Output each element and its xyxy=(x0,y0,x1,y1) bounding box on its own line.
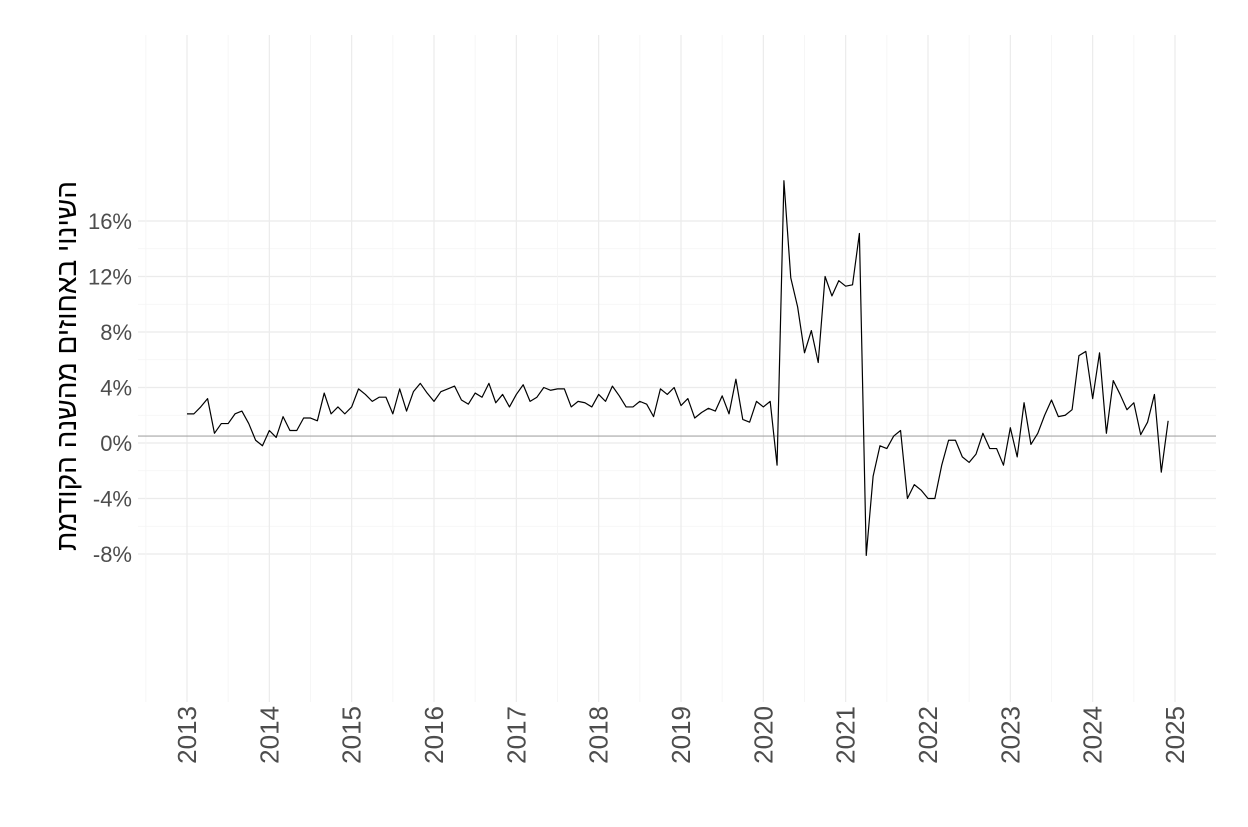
y-tick-label: -8% xyxy=(93,542,132,567)
x-tick-label: 2014 xyxy=(254,706,284,764)
x-tick-label: 2025 xyxy=(1160,706,1190,764)
x-tick-label: 2013 xyxy=(172,706,202,764)
x-tick-label: 2022 xyxy=(913,706,943,764)
series-layer xyxy=(187,180,1169,556)
x-tick-label: 2019 xyxy=(666,706,696,764)
x-tick-label: 2018 xyxy=(584,706,614,764)
x-tick-label: 2020 xyxy=(748,706,778,764)
y-tick-label: -4% xyxy=(93,487,132,512)
y-tick-label: 0% xyxy=(100,431,132,456)
y-axis-label: השינוי באחוזים מהשנה הקודמת xyxy=(51,181,82,551)
x-tick-label: 2017 xyxy=(501,706,531,764)
y-tick-label: 4% xyxy=(100,376,132,401)
grid-lines xyxy=(138,35,1216,702)
y-axis-ticks: -8% -4% 0% 4% 8% 12% 16% xyxy=(88,209,132,567)
series-line xyxy=(187,180,1169,556)
y-tick-label: 8% xyxy=(100,320,132,345)
x-tick-label: 2015 xyxy=(337,706,367,764)
x-axis-ticks: 2013 2014 2015 2016 2017 2018 2019 2020 2021 2022… xyxy=(172,706,1190,764)
x-tick-label: 2023 xyxy=(995,706,1025,764)
x-tick-label: 2016 xyxy=(419,706,449,764)
y-tick-label: 16% xyxy=(88,209,132,234)
y-tick-label: 12% xyxy=(88,265,132,290)
x-tick-label: 2024 xyxy=(1078,706,1108,764)
x-tick-label: 2021 xyxy=(831,706,861,764)
